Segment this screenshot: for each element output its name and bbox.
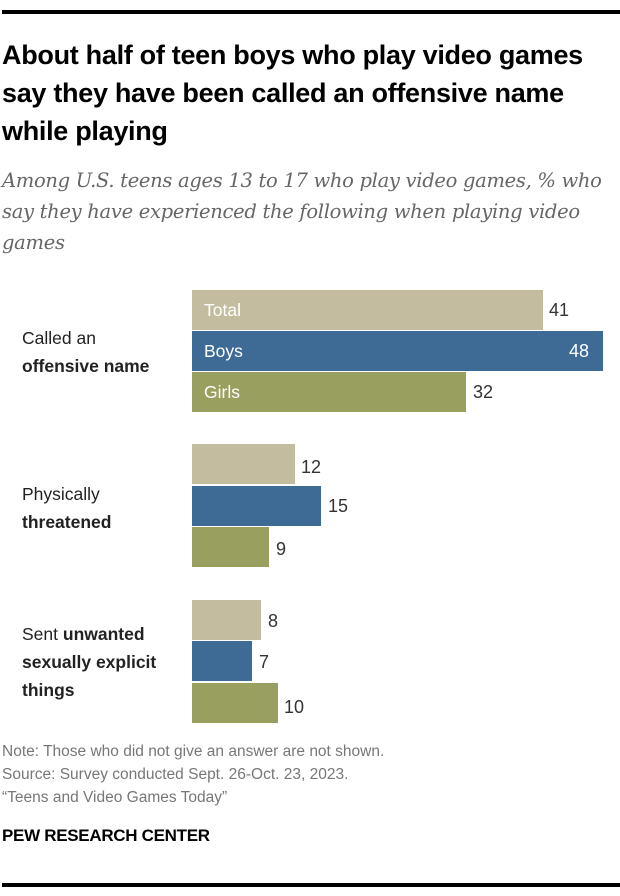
report-title: “Teens and Video Games Today” [2,789,228,806]
chart-notes: Note: Those who did not give an answer a… [2,740,384,809]
value-sexually-explicit-total: 8 [268,611,279,631]
bar-sexually-explicit-boys [192,641,252,681]
bar-offensive-name-boys: Boys [192,331,603,371]
category-label-bold: threatened [22,512,112,532]
value-threatened-total: 12 [301,457,322,477]
legend-label-total: Total [204,300,241,320]
legend-label-boys: Boys [204,341,243,361]
value-sexually-explicit-boys: 7 [259,652,270,672]
bar-offensive-name-girls: Girls [192,372,466,412]
source-text: Source: Survey conducted Sept. 26-Oct. 2… [2,766,349,783]
chart-title: About half of teen boys who play video g… [2,40,583,146]
bottom-rule [2,883,620,887]
pew-research-center-logo: PEW RESEARCH CENTER [2,826,210,845]
value-offensive-name-girls: 32 [473,382,494,402]
bar-threatened-girls [192,527,269,567]
category-label-bold: unwanted sexually explicit things [22,624,157,700]
bar-sexually-explicit-girls [192,683,278,723]
category-label-offensive-name: Called an offensive name [22,324,149,380]
note-text: Note: Those who did not give an answer a… [2,743,385,760]
bar-offensive-name-total: Total [192,290,543,330]
bar-threatened-total [192,444,295,484]
legend-label-girls: Girls [204,382,240,402]
category-label-bold: offensive name [22,356,150,376]
category-label-prefix: Called an [22,328,96,348]
value-offensive-name-boys: 48 [569,341,590,361]
value-threatened-boys: 15 [328,496,349,516]
chart-subtitle: Among U.S. teens ages 13 to 17 who play … [2,169,602,254]
bar-threatened-boys [192,486,321,526]
bar-sexually-explicit-total [192,600,261,640]
category-label-threatened: Physically threatened [22,480,111,536]
category-label-prefix: Physically [22,484,100,504]
category-label-prefix: Sent [22,624,58,644]
value-offensive-name-total: 41 [549,300,570,320]
value-sexually-explicit-girls: 10 [284,697,305,717]
value-threatened-girls: 9 [276,539,287,559]
category-label-sexually-explicit: Sent unwanted sexually explicit things [22,620,192,704]
top-rule [2,10,620,14]
